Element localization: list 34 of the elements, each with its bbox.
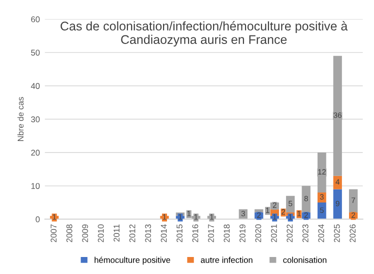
legend-label: autre infection: [200, 256, 252, 263]
x-tick-label: 2008: [66, 224, 72, 242]
y-tick-label: 0: [36, 216, 40, 222]
x-tick-label: 2017: [208, 224, 214, 242]
x-tick-label: 2013: [145, 224, 151, 242]
x-tick-label: 2007: [50, 224, 57, 242]
x-tick-label: 2012: [129, 224, 136, 242]
x-tick-label: 2025: [334, 224, 340, 242]
x-tick-label: 2026: [350, 224, 356, 242]
y-tick-label: 60: [31, 16, 40, 22]
legend-label: colonisation: [283, 256, 326, 263]
y-tick-label: 50: [31, 50, 40, 56]
y-tick-label: 40: [30, 83, 40, 89]
bar: [254, 209, 264, 213]
x-tick-label: 2009: [82, 224, 88, 242]
y-tick-label: 30: [31, 116, 40, 122]
x-tick-label: 2024: [318, 224, 324, 242]
text: Cas de colonisation/infection/hémoculture positive à Candiaozyma auris en France: [60, 21, 348, 46]
x-tick-label: 2010: [98, 224, 104, 242]
x-tick-label: 2020: [255, 224, 262, 242]
x-tick-label: 2015: [176, 224, 182, 242]
x-tick-label: 2019: [240, 224, 246, 242]
x-tick-label: 2018: [224, 224, 230, 242]
y-axis-title: Nbre de cas: [17, 97, 24, 141]
x-tick-label: 2016: [192, 224, 198, 242]
y-tick-label: 20: [31, 150, 40, 156]
x-tick-label: 2023: [302, 224, 308, 242]
x-tick-label: 2014: [160, 224, 167, 242]
y-tick-label: 10: [31, 183, 40, 189]
x-tick-label: 2021: [270, 224, 277, 242]
bar: [333, 56, 342, 176]
x-tick-label: 2022: [286, 224, 293, 242]
legend-label: hémoculture positive: [94, 256, 170, 265]
x-tick-label: 2011: [114, 224, 120, 242]
